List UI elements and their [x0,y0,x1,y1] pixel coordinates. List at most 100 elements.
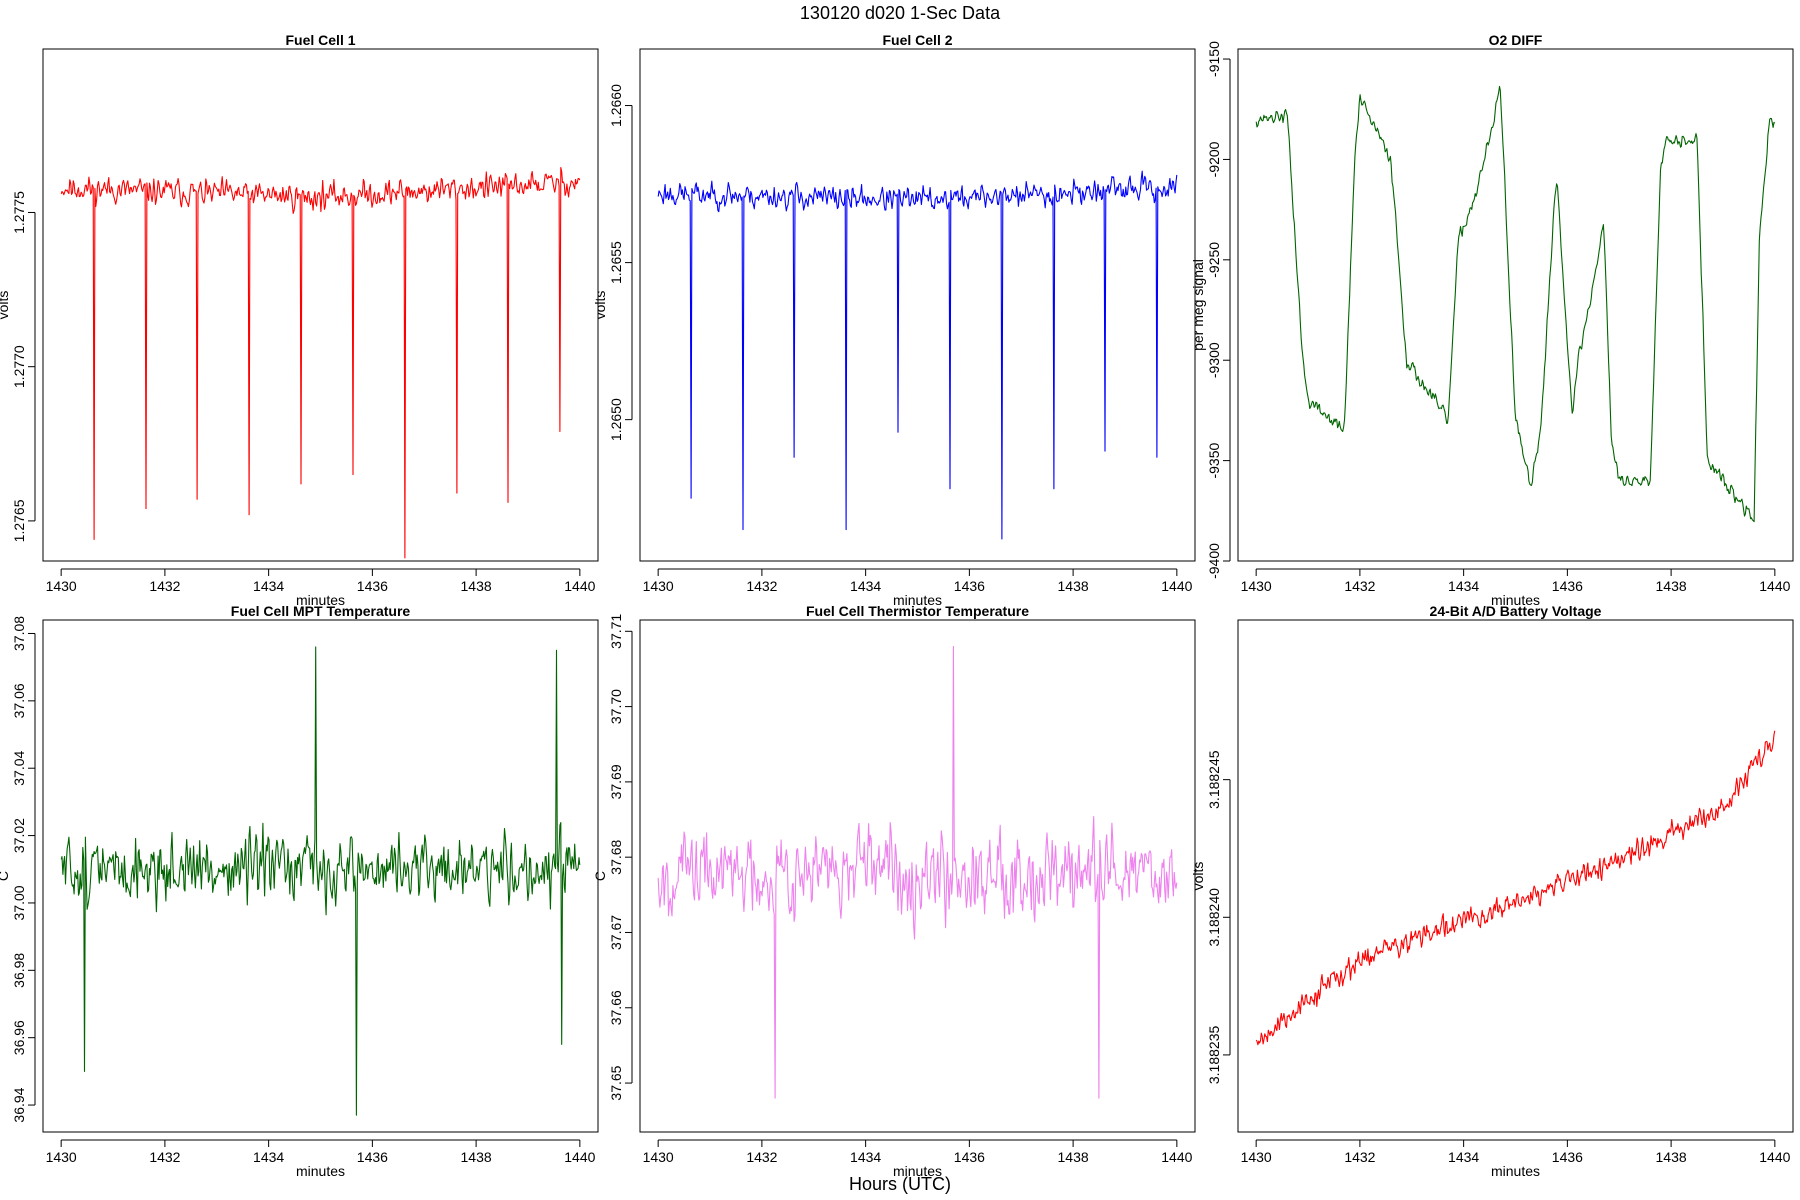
x-tick-label: 1440 [1759,578,1790,594]
y-tick-label: 36.98 [11,953,27,988]
y-tick-label: 37.69 [608,764,624,799]
y-tick-label: 37.66 [608,990,624,1025]
y-tick-label: -9150 [1206,41,1222,77]
x-tick-label: 1432 [746,578,777,594]
x-tick-label: 1436 [357,578,388,594]
panel-title: Fuel Cell 1 [285,32,355,48]
x-tick-label: 1432 [149,578,180,594]
y-axis: 36.94 36.96 36.98 37.00 37.02 37.04 37.06 37.08 [11,616,36,1123]
plot-frame [1237,619,1794,1133]
x-axis: 1430 1432 1434 1436 1438 1440 [1241,568,1791,594]
x-axis-label: minutes [893,592,942,608]
y-tick-label: 1.2765 [11,499,27,542]
y-tick-label: 1.2770 [11,345,27,388]
x-axis: 1430 1432 1434 1436 1438 1440 [1241,1139,1791,1165]
x-tick-label: 1438 [1058,578,1089,594]
x-tick-label: 1432 [149,1149,180,1165]
x-axis: 1430 1432 1434 1436 1438 1440 [46,1139,596,1165]
plot-frame [42,619,599,1133]
panel-title: Fuel Cell 2 [882,32,952,48]
data-series-line [1255,730,1776,1046]
y-tick-label: 37.04 [11,750,27,785]
y-tick-label: 37.68 [608,839,624,874]
y-axis-label: C [592,871,608,881]
chart-panel-1: Fuel Cell 1 1430 1432 1434 1436 1438 1440 minut… [0,32,599,608]
panel-title: Fuel Cell MPT Temperature [231,603,411,619]
x-axis-label: minutes [893,1163,942,1179]
y-tick-label: 36.94 [11,1087,27,1122]
x-axis: 1430 1432 1434 1436 1438 1440 [46,568,596,594]
chart-panel-3: O2 DIFF 1430 1432 1434 1436 1438 1440 minutes -9… [1190,32,1794,608]
y-tick-label: 37.65 [608,1065,624,1100]
y-tick-label: -9350 [1206,442,1222,478]
y-tick-label: 1.2775 [11,191,27,234]
y-axis-label: volts [1190,862,1206,891]
y-axis: 1.2765 1.2770 1.2775 [11,191,36,542]
panel-title: 24-Bit A/D Battery Voltage [1430,603,1602,619]
plot-frame [42,48,599,562]
y-tick-label: -9200 [1206,141,1222,177]
x-tick-label: 1430 [1241,578,1272,594]
x-tick-label: 1430 [46,1149,77,1165]
chart-panel-5: Fuel Cell Thermistor Temperature 1430 1432… [592,603,1196,1179]
y-axis: 3.188235 3.188240 3.188245 [1206,750,1231,1084]
x-axis-label: minutes [1491,1163,1540,1179]
y-axis-label: per meg signal [1190,259,1206,351]
data-series-line [60,646,581,1116]
x-tick-label: 1436 [357,1149,388,1165]
x-axis-label: minutes [296,1163,345,1179]
y-axis: -9400 -9350 -9300 -9250 -9200 -9150 [1206,41,1231,579]
figure-title: 130120 d020 1-Sec Data [800,3,1001,23]
plot-frame [639,619,1196,1133]
y-tick-label: 37.00 [11,885,27,920]
y-tick-label: 3.188245 [1206,750,1222,809]
y-axis-label: volts [0,291,11,320]
x-axis: 1430 1432 1434 1436 1438 1440 [643,1139,1193,1165]
y-tick-label: 1.2655 [608,241,624,284]
y-tick-label: 36.96 [11,1020,27,1055]
outer-xlabel: Hours (UTC) [849,1174,951,1194]
x-axis-label: minutes [296,592,345,608]
data-series-line [60,166,581,559]
x-tick-label: 1430 [643,578,674,594]
x-tick-label: 1434 [850,1149,881,1165]
x-tick-label: 1432 [1344,578,1375,594]
x-tick-label: 1434 [253,1149,284,1165]
x-tick-label: 1434 [253,578,284,594]
y-tick-label: 37.06 [11,683,27,718]
y-tick-label: 37.70 [608,689,624,724]
x-tick-label: 1436 [1552,1149,1583,1165]
y-axis: 37.65 37.66 37.67 37.68 37.69 37.70 37.71 [608,614,633,1101]
data-series-line [657,170,1178,540]
x-tick-label: 1438 [1058,1149,1089,1165]
x-tick-label: 1436 [1552,578,1583,594]
x-tick-label: 1432 [746,1149,777,1165]
y-tick-label: 1.2660 [608,84,624,127]
x-tick-label: 1434 [1448,578,1479,594]
x-tick-label: 1440 [1759,1149,1790,1165]
y-tick-label: 37.08 [11,616,27,651]
y-axis-label: volts [592,291,608,320]
x-tick-label: 1440 [1161,1149,1192,1165]
x-tick-label: 1434 [850,578,881,594]
chart-panel-2: Fuel Cell 2 1430 1432 1434 1436 1438 1440 minut… [592,32,1196,608]
x-tick-label: 1430 [46,578,77,594]
y-tick-label: -9250 [1206,242,1222,278]
x-tick-label: 1436 [954,578,985,594]
x-tick-label: 1438 [461,578,492,594]
x-tick-label: 1430 [1241,1149,1272,1165]
data-series-line [1255,85,1776,523]
panels: Fuel Cell 1 1430 1432 1434 1436 1438 1440 minut… [0,32,1794,1179]
y-axis: 1.2650 1.2655 1.2660 [608,84,633,441]
x-tick-label: 1430 [643,1149,674,1165]
x-tick-label: 1440 [564,1149,595,1165]
x-axis: 1430 1432 1434 1436 1438 1440 [643,568,1193,594]
x-tick-label: 1432 [1344,1149,1375,1165]
y-tick-label: 37.67 [608,915,624,950]
x-tick-label: 1440 [564,578,595,594]
x-tick-label: 1440 [1161,578,1192,594]
y-tick-label: 37.02 [11,818,27,853]
y-tick-label: 37.71 [608,614,624,649]
y-tick-label: -9300 [1206,342,1222,378]
